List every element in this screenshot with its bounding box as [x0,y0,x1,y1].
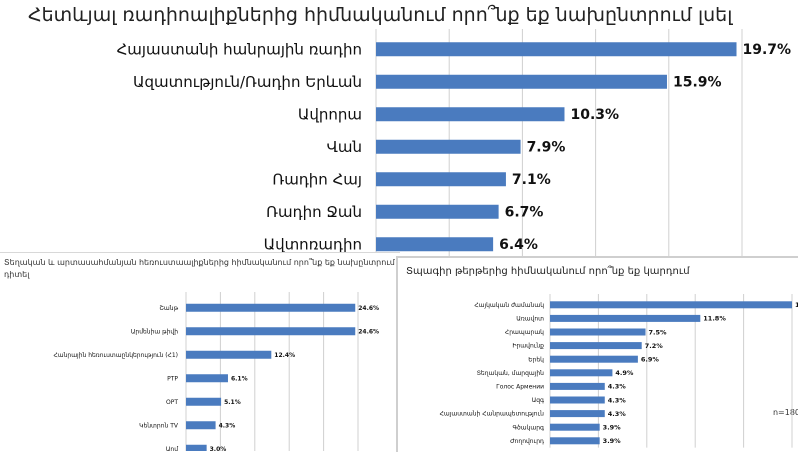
category-label: Վան [327,138,362,156]
bar [550,437,600,445]
radio-bar-chart: Հայաստանի հանրային ռադիո 19.7% Ազատություն… [117,29,792,261]
category-label: Հայաստանի հանրային ռադիո [117,41,362,59]
category-label: Ժողովուրդ [510,438,544,445]
category-label: Ազատություն/Ռադիո Երևան [133,73,362,91]
bar [376,172,506,187]
value-label: 7.5% [649,328,668,336]
bar [550,369,613,377]
bar [550,423,600,431]
category-label: ОРТ [166,399,178,406]
bar [376,74,667,89]
value-label: 3.9% [603,423,622,431]
category-label: Ավրորա [298,106,362,124]
chart-title: Հետևյալ ռադիոալիքներից հիմնականում որո՞ն… [28,4,733,26]
bar [550,314,701,322]
category-label: Կենտրոն TV [139,422,179,429]
category-label: Հրապարակ [505,329,544,336]
category-label: Հայկական ժամանակ [474,302,544,309]
bar [550,382,605,390]
newspaper-chart-panel: Տպագիր թերթերից հիմնականում որո՞նք եք կա… [396,256,798,452]
value-label: 6.9% [641,355,660,363]
value-label: 19.7% [743,42,792,58]
category-label: Ռադիո Ջան [266,203,362,221]
category-label: Արմենիա թիվի [131,328,178,335]
bar [186,397,222,406]
value-label: 7.2% [645,342,664,350]
bar [550,410,605,418]
chart-title: Տպագիր թերթերից հիմնականում որո՞նք եք կա… [406,266,690,277]
value-label: 5.1% [224,399,241,406]
category-label: Հանրային հեռուստաընկերություն (Հ1) [53,352,178,359]
category-label: Голос Армении [496,384,544,391]
category-label: Հայաստանի Հանրապետություն [440,411,545,418]
newspaper-bar-chart: Հայկական ժամանակ 19 Առավոտ 11.8% Հրապարակ 7.5… [440,294,798,448]
bar [186,421,216,430]
value-label: 19 [795,301,798,309]
category-label: Տեղական, մարզային [477,370,544,377]
bar [550,328,646,336]
value-label: 24.6% [358,328,379,335]
value-label: 4.3% [608,396,627,404]
bar [186,374,228,383]
category-label: Շանթ [159,305,178,312]
value-label: 6.1% [231,375,248,382]
chart-title: Տեղական և արտասահմանյան հեռուստաալիքների… [4,258,395,279]
bar [376,237,494,252]
value-label: 3.9% [603,437,622,445]
value-label: 7.9% [527,140,566,156]
value-label: 24.6% [358,305,379,312]
value-label: 12.4% [274,352,295,359]
category-label: Ազգ [532,397,544,404]
value-label: 6.7% [505,205,544,221]
category-label: Արմ [166,446,178,451]
value-label: 3.0% [210,446,227,451]
category-label: Առավոտ [516,316,544,323]
bar [376,139,521,154]
value-label: 10.3% [570,107,619,123]
value-label: 4.3% [608,383,627,391]
sample-size-note: n=180 [772,408,798,417]
bar [186,327,356,336]
category-label: Գծակարգ [513,424,545,431]
bar [376,107,565,122]
value-label: 4.3% [608,410,627,418]
category-label: Ռադիո Հայ [272,171,362,189]
value-label: 4.9% [615,369,634,377]
value-label: 7.1% [512,172,551,188]
main-chart-panel: Հետևյալ ռադիոալիքներից հիմնականում որո՞ն… [28,4,792,261]
value-label: 6.4% [499,237,538,253]
value-label: 15.9% [673,75,722,91]
tv-bar-chart: Շանթ 24.6% Արմենիա թիվի 24.6% Հանրային հեռու… [53,292,379,451]
category-label: Երեկ [528,356,544,363]
value-label: 4.3% [219,422,236,429]
category-label: Ավտոռադիո [264,236,362,254]
value-label: 11.8% [703,315,726,323]
bar [186,444,207,451]
bar [550,396,605,404]
tv-chart-panel: Տեղական և արտասահմանյան հեռուստաալիքների… [0,252,400,451]
bar [376,204,499,219]
category-label: РТР [167,375,178,382]
bar [550,342,642,350]
bar [550,301,792,309]
bar [376,42,737,57]
bar [550,355,638,363]
category-label: Իրավունք [512,343,544,350]
bar [186,350,272,359]
bar [186,303,356,312]
